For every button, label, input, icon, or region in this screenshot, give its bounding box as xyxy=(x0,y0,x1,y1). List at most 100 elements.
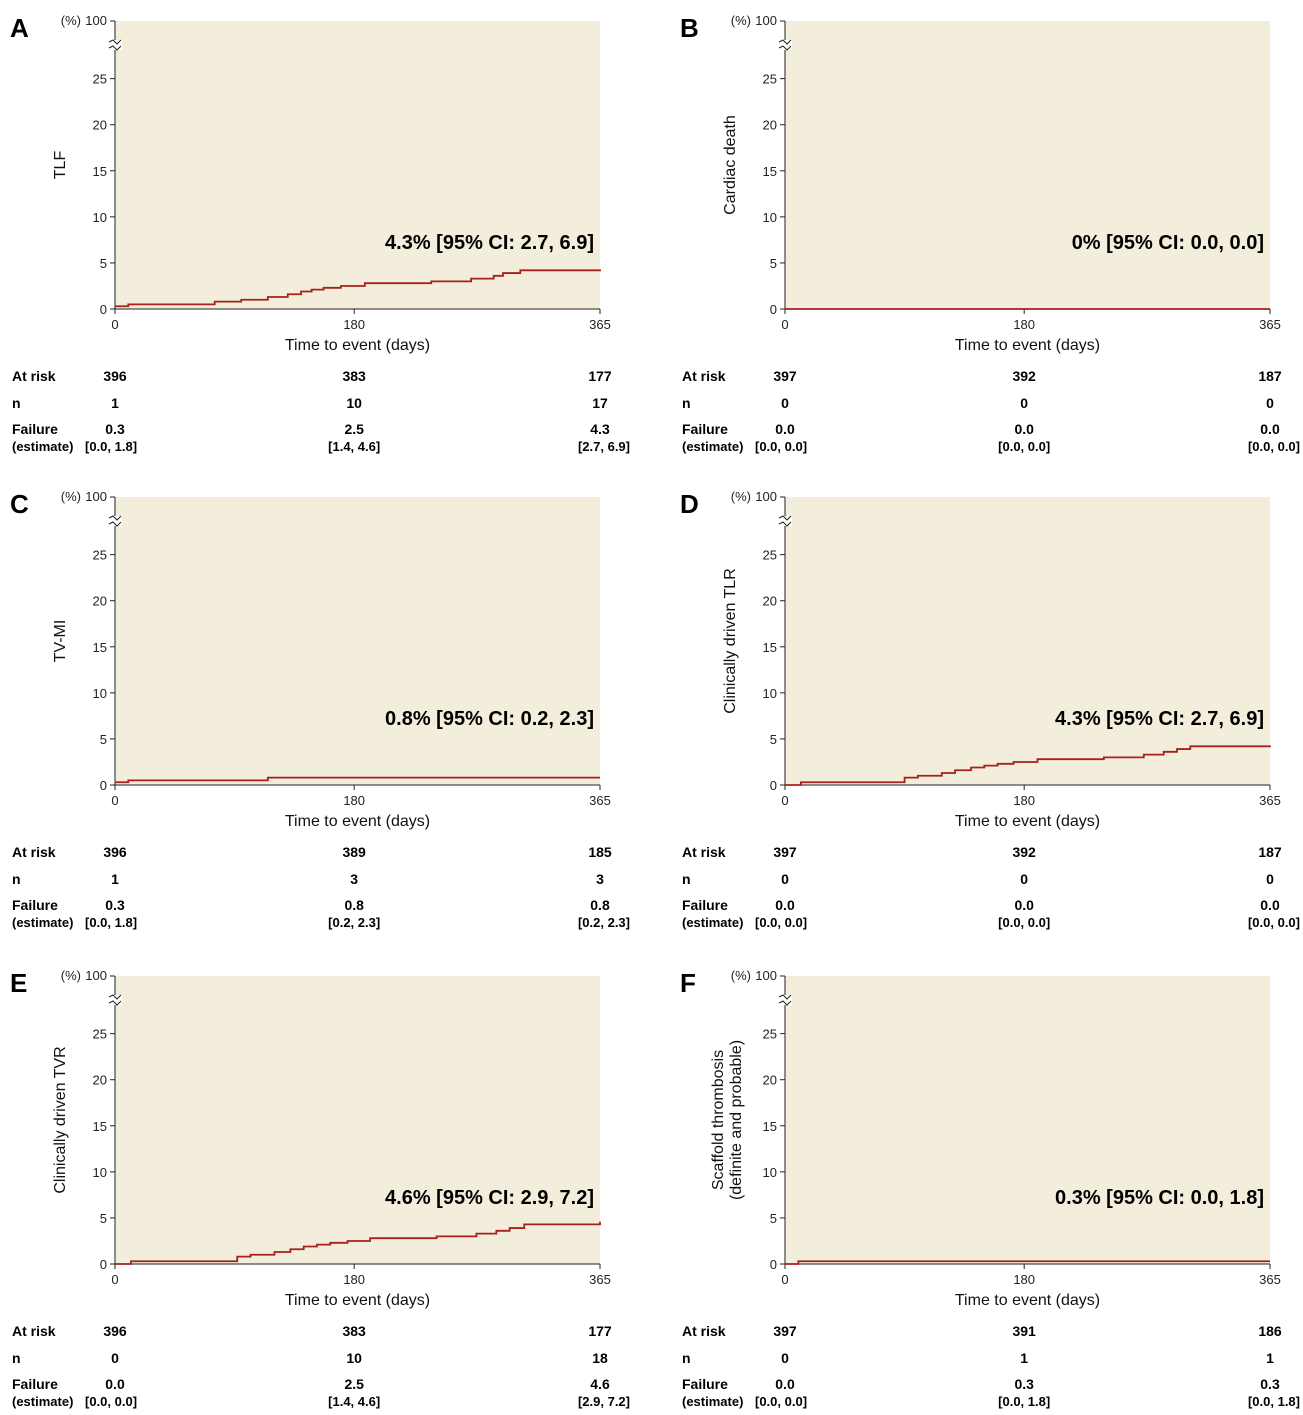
km-curve-line xyxy=(785,745,1271,786)
panel-letter: A xyxy=(10,13,29,43)
risk-row-label: (estimate) xyxy=(682,1394,743,1409)
axis-break-mark xyxy=(778,515,792,521)
y-tick-label: 20 xyxy=(763,1073,777,1088)
n-value: 10 xyxy=(346,395,362,411)
at-risk-value: 383 xyxy=(342,368,366,384)
failure-ci-value: [0.0, 0.0] xyxy=(755,439,807,454)
n-value: 0 xyxy=(1020,871,1028,887)
n-value: 0 xyxy=(781,395,789,411)
risk-row-label: (estimate) xyxy=(682,439,743,454)
axis-break-mark xyxy=(108,515,122,521)
x-tick-label: 0 xyxy=(111,1272,118,1287)
risk-row-label: n xyxy=(12,395,21,411)
at-risk-value: 392 xyxy=(1012,844,1036,860)
risk-row-label: (estimate) xyxy=(12,439,73,454)
risk-row-label: Failure xyxy=(12,897,58,913)
x-tick-label: 365 xyxy=(1259,1272,1281,1287)
failure-value: 0.8 xyxy=(590,897,610,913)
chart-panel-b: B 100 (%) 0 5 10 15 20 25 0 180 365 Time to event (d… xyxy=(680,13,1300,454)
at-risk-value: 396 xyxy=(103,368,127,384)
estimate-annotation: 4.3% [95% CI: 2.7, 6.9] xyxy=(1055,708,1264,730)
y-tick-label: 15 xyxy=(93,640,107,655)
y-tick-label: 25 xyxy=(93,72,107,87)
x-tick-label: 180 xyxy=(1013,793,1035,808)
n-value: 0 xyxy=(1266,395,1274,411)
y-axis-title: Scaffold thrombosis xyxy=(710,1050,727,1190)
y-tick-label: 5 xyxy=(100,1211,107,1226)
axis-break-mark xyxy=(108,994,122,1000)
failure-ci-value: [0.0, 1.8] xyxy=(85,439,137,454)
failure-value: 4.6 xyxy=(590,1376,610,1392)
x-tick-label: 180 xyxy=(343,317,365,332)
x-tick-label: 365 xyxy=(1259,793,1281,808)
n-value: 1 xyxy=(111,871,119,887)
failure-value: 0.0 xyxy=(1260,421,1280,437)
failure-value: 2.5 xyxy=(344,1376,364,1392)
y-tick-label: 0 xyxy=(770,302,777,317)
panel-letter: D xyxy=(680,489,699,519)
failure-value: 0.0 xyxy=(775,421,795,437)
y-tick-label: 10 xyxy=(93,686,107,701)
y-tick-label: 15 xyxy=(93,1119,107,1134)
panel-letter: E xyxy=(10,968,27,998)
n-value: 0 xyxy=(1020,395,1028,411)
risk-row-label: Failure xyxy=(682,421,728,437)
y-tick-label-top: 100 xyxy=(755,968,777,983)
at-risk-value: 186 xyxy=(1258,1323,1282,1339)
estimate-annotation: 0.3% [95% CI: 0.0, 1.8] xyxy=(1055,1187,1264,1209)
risk-row-label: n xyxy=(12,1350,21,1366)
km-curve-line xyxy=(785,1260,1270,1265)
x-axis-title: Time to event (days) xyxy=(285,1292,430,1309)
plot-area xyxy=(785,976,1270,1264)
y-tick-label: 10 xyxy=(763,210,777,225)
failure-ci-value: [2.9, 7.2] xyxy=(578,1394,630,1409)
estimate-annotation: 0.8% [95% CI: 0.2, 2.3] xyxy=(385,708,594,730)
y-unit-label: (%) xyxy=(731,489,751,504)
panel-letter: F xyxy=(680,968,696,998)
y-axis-title: TLF xyxy=(52,151,69,180)
y-unit-label: (%) xyxy=(731,968,751,983)
y-tick-label: 20 xyxy=(763,118,777,133)
y-unit-label: (%) xyxy=(731,13,751,28)
failure-value: 0.0 xyxy=(775,897,795,913)
y-tick-label: 5 xyxy=(100,256,107,271)
y-tick-label: 10 xyxy=(93,1165,107,1180)
axis-break-mark xyxy=(778,45,792,51)
risk-row-label: Failure xyxy=(682,897,728,913)
risk-row-label: Failure xyxy=(12,1376,58,1392)
n-value: 17 xyxy=(592,395,608,411)
y-tick-label-top: 100 xyxy=(85,489,107,504)
y-tick-label: 10 xyxy=(93,210,107,225)
y-axis-title-line2: (definite and probable) xyxy=(728,1040,745,1200)
x-tick-label: 0 xyxy=(781,793,788,808)
y-axis-title: Clinically driven TLR xyxy=(722,568,739,714)
failure-ci-value: [1.4, 4.6] xyxy=(328,439,380,454)
failure-value: 0.3 xyxy=(105,421,125,437)
y-tick-label: 0 xyxy=(770,1257,777,1272)
y-tick-label: 20 xyxy=(93,118,107,133)
y-tick-label: 5 xyxy=(770,1211,777,1226)
y-tick-label: 20 xyxy=(93,1073,107,1088)
x-axis-title: Time to event (days) xyxy=(285,337,430,354)
risk-row-label: Failure xyxy=(12,421,58,437)
x-axis-title: Time to event (days) xyxy=(955,1292,1100,1309)
failure-value: 2.5 xyxy=(344,421,364,437)
n-value: 1 xyxy=(1266,1350,1274,1366)
x-axis-title: Time to event (days) xyxy=(285,813,430,830)
failure-value: 4.3 xyxy=(590,421,610,437)
km-curve-line xyxy=(115,269,601,308)
y-unit-label: (%) xyxy=(61,13,81,28)
x-tick-label: 0 xyxy=(781,1272,788,1287)
y-tick-label: 25 xyxy=(763,548,777,563)
failure-ci-value: [1.4, 4.6] xyxy=(328,1394,380,1409)
axis-break-mark xyxy=(778,994,792,1000)
n-value: 0 xyxy=(111,1350,119,1366)
risk-row-label: (estimate) xyxy=(12,915,73,930)
plot-area xyxy=(115,21,600,309)
at-risk-value: 396 xyxy=(103,1323,127,1339)
failure-ci-value: [0.0, 0.0] xyxy=(1248,915,1300,930)
risk-row-label: At risk xyxy=(12,368,56,384)
at-risk-value: 392 xyxy=(1012,368,1036,384)
